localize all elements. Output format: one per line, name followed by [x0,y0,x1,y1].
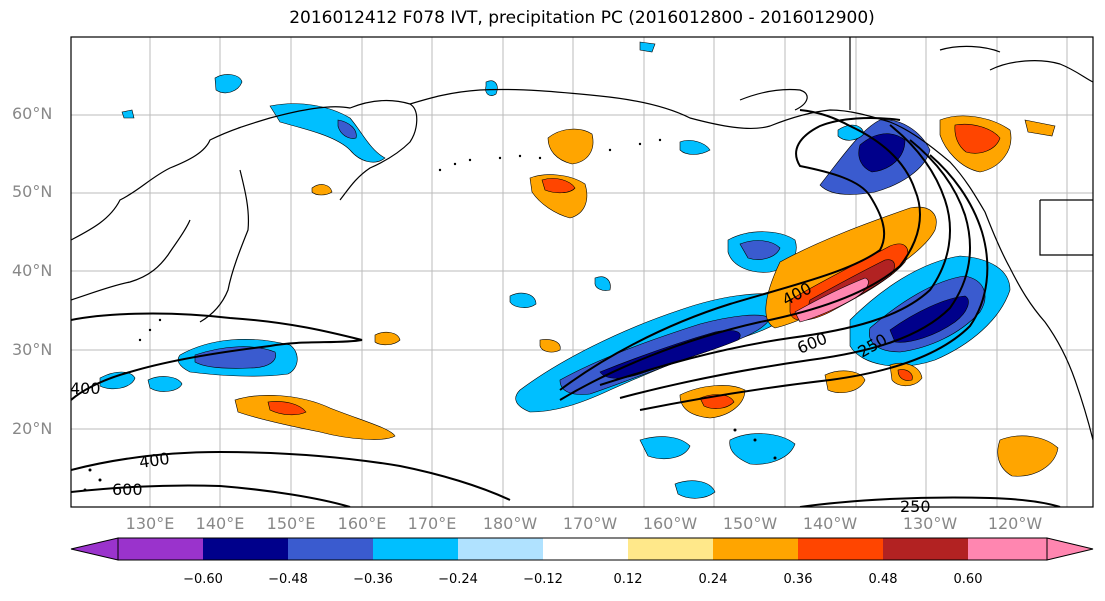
islands [83,138,777,492]
lon-label: 140°E [195,514,245,533]
map-title: 2016012412 F078 IVT, precipitation PC (2… [289,8,875,28]
contour-label: 400 [70,379,101,398]
map-frame [70,36,1094,508]
colorbar-segment [288,538,373,560]
colorbar-tick: −0.12 [523,572,563,587]
colorbar-tick: −0.24 [438,572,478,587]
colorbar-tick: 0.12 [613,572,643,587]
contour-label: 600 [112,480,143,499]
colorbar-segment [373,538,458,560]
colorbar-segment [543,538,628,560]
colorbar-tick: 0.36 [783,572,813,587]
lat-label: 60°N [12,104,53,123]
colorbar-segment [458,538,543,560]
lon-label: 180°W [482,514,538,533]
colorbar-segment [713,538,798,560]
lon-label: 160°W [642,514,698,533]
contour-label: 400 [138,449,171,472]
colorbar-tick: −0.48 [268,572,308,587]
lon-label: 170°W [562,514,618,533]
lon-label: 130°W [902,514,958,533]
colorbar-extend-right [1046,537,1094,561]
colorbar-segment [798,538,883,560]
lon-label: 140°W [802,514,858,533]
colorbar-tick: 0.60 [953,572,983,587]
lon-label: 150°W [722,514,778,533]
colorbar [70,537,1094,561]
lat-label: 20°N [12,419,53,438]
colorbar-tick: −0.60 [183,572,223,587]
colorbar-tick: 0.24 [698,572,728,587]
colorbar-segment [883,538,968,560]
lon-label: 130°E [125,514,175,533]
colorbar-extend-left [70,537,119,561]
lon-label: 170°E [407,514,457,533]
colorbar-segment [118,538,203,560]
precip-shading [99,41,1059,499]
lon-label: 120°W [987,514,1043,533]
lat-label: 50°N [12,182,53,201]
lon-label: 160°E [337,514,387,533]
colorbar-segment [203,538,288,560]
lon-label: 150°E [266,514,316,533]
colorbar-tick: −0.36 [353,572,393,587]
ivt-contours [71,109,1061,507]
colorbar-segment [968,538,1047,560]
colorbar-segment [628,538,713,560]
colorbar-tick: 0.48 [868,572,898,587]
lat-label: 30°N [12,340,53,359]
coastlines [71,37,1093,441]
lat-label: 40°N [12,261,53,280]
